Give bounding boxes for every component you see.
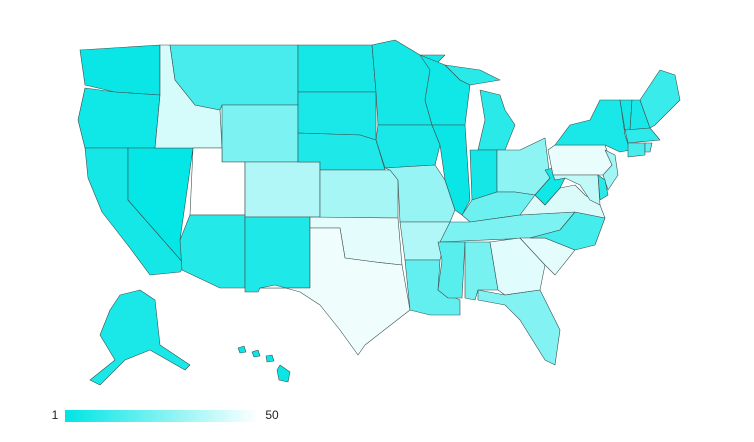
state bbox=[602, 149, 619, 191]
state bbox=[89, 289, 191, 386]
legend-max: 50 bbox=[265, 408, 279, 422]
state bbox=[404, 259, 461, 316]
state bbox=[477, 289, 561, 366]
state bbox=[297, 44, 377, 93]
state bbox=[597, 174, 609, 201]
state bbox=[319, 169, 399, 219]
state bbox=[375, 124, 441, 169]
legend-min: 1 bbox=[52, 408, 59, 422]
state bbox=[554, 99, 631, 153]
state bbox=[437, 241, 466, 299]
state bbox=[244, 161, 321, 218]
state bbox=[221, 104, 299, 163]
legend-bar bbox=[65, 410, 258, 422]
state bbox=[179, 214, 246, 289]
state bbox=[624, 127, 661, 144]
state bbox=[77, 87, 161, 149]
state bbox=[469, 149, 498, 201]
state bbox=[297, 91, 377, 141]
state bbox=[79, 44, 161, 96]
state bbox=[431, 124, 471, 216]
state bbox=[644, 142, 653, 153]
state bbox=[259, 227, 411, 356]
state bbox=[237, 345, 291, 383]
states bbox=[77, 39, 681, 386]
state bbox=[529, 211, 606, 251]
state bbox=[547, 144, 613, 176]
state bbox=[627, 142, 646, 158]
state bbox=[244, 216, 311, 293]
state bbox=[444, 64, 516, 151]
